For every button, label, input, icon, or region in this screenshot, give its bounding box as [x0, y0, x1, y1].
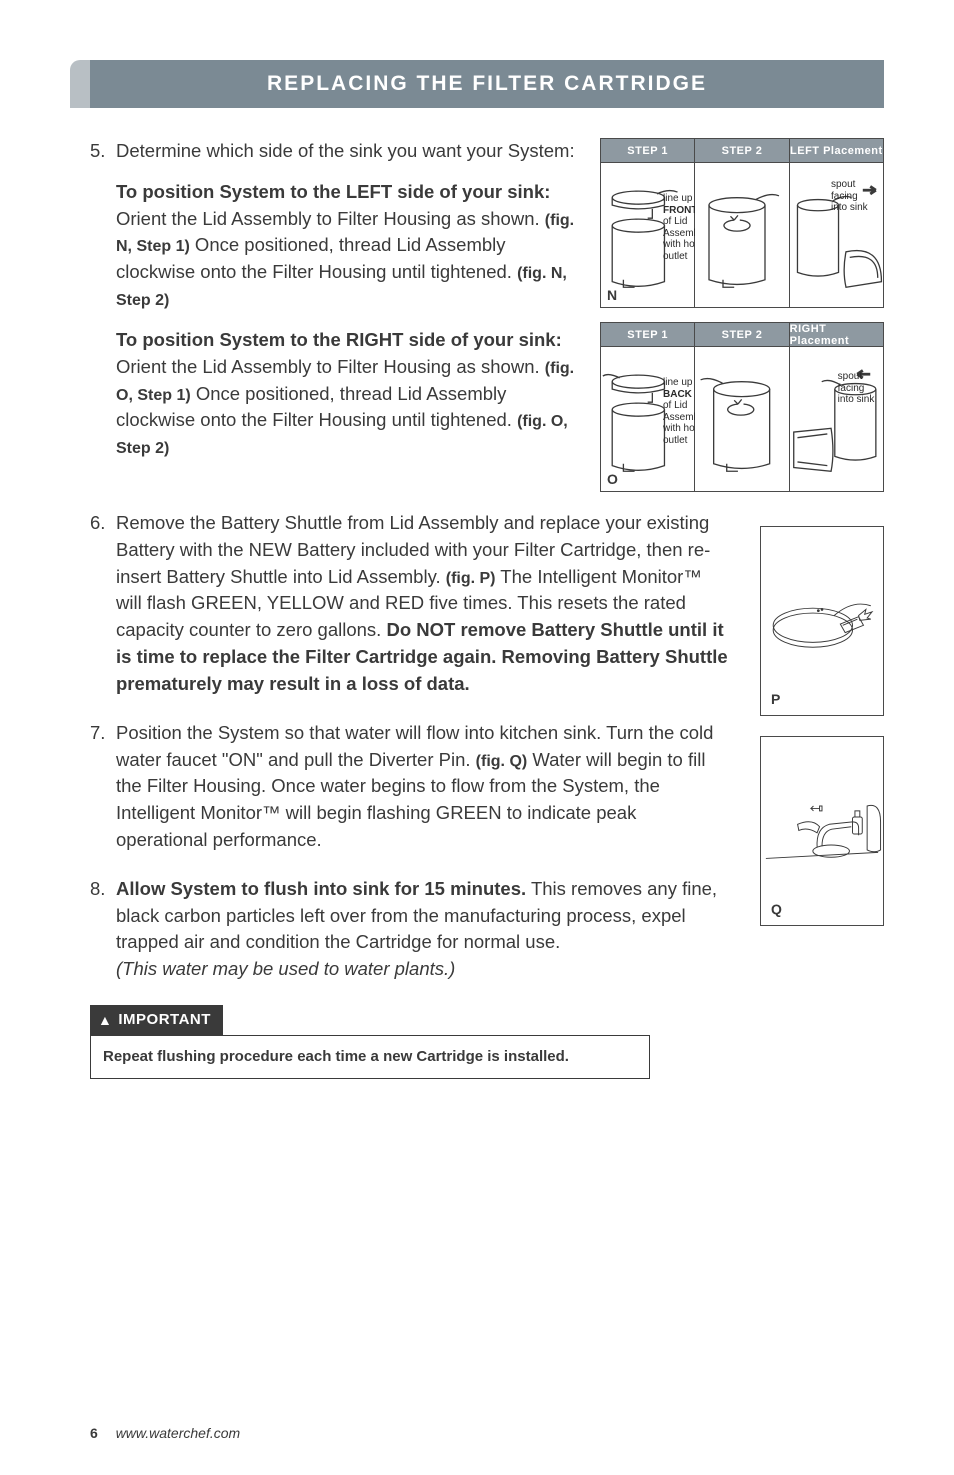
- footer-url: www.waterchef.com: [116, 1425, 240, 1441]
- diagram-o-placement: [790, 347, 883, 491]
- step-7: 7. Position the System so that water wil…: [90, 720, 730, 854]
- warning-icon: ▲: [98, 1010, 112, 1030]
- important-label: ▲ IMPORTANT: [90, 1005, 223, 1035]
- panel-head: STEP 1: [601, 323, 694, 347]
- step-5: 5. Determine which side of the sink you …: [90, 138, 580, 461]
- step-6: 6. Remove the Battery Shuttle from Lid A…: [90, 510, 730, 698]
- panel-head: STEP 2: [695, 139, 788, 163]
- step-5-right-body1: Orient the Lid Assembly to Filter Housin…: [116, 356, 545, 377]
- important-box: ▲ IMPORTANT Repeat flushing procedure ea…: [90, 1005, 650, 1079]
- annotation-placement: spout facing into sink: [838, 371, 884, 406]
- step-8-italic: (This water may be used to water plants.…: [116, 958, 455, 979]
- panel-head: RIGHT Placement: [790, 323, 883, 347]
- figure-letter: P: [771, 691, 780, 707]
- diagram-p: [761, 527, 883, 715]
- step-5-right-lead: To position System to the RIGHT side of …: [116, 329, 562, 350]
- diagram-o-step2: [695, 347, 788, 491]
- figure-letter: N: [607, 287, 617, 303]
- fig-ref: (fig. P): [446, 570, 496, 587]
- annotation-placement: spout facing into sink: [831, 179, 877, 214]
- figure-N: STEP 1: [600, 138, 884, 308]
- figure-Q: Q: [760, 736, 884, 926]
- figure-O: STEP 1 line up: [600, 322, 884, 492]
- figure-P: P: [760, 526, 884, 716]
- header-title: REPLACING THE FILTER CARTRIDGE: [90, 60, 884, 108]
- step-5-left-body1: Orient the Lid Assembly to Filter Housin…: [116, 208, 545, 229]
- step-number: 5.: [90, 138, 105, 165]
- step-5-left-lead: To position System to the LEFT side of y…: [116, 181, 550, 202]
- panel-head: LEFT Placement: [790, 139, 883, 163]
- page-number: 6: [90, 1425, 98, 1441]
- step-8-bold: Allow System to flush into sink for 15 m…: [116, 878, 526, 899]
- diagram-n-step2: [695, 163, 788, 307]
- section-header: REPLACING THE FILTER CARTRIDGE: [90, 60, 884, 108]
- step-5-intro: Determine which side of the sink you wan…: [116, 140, 575, 161]
- panel-head: STEP 1: [601, 139, 694, 163]
- step-number: 8.: [90, 876, 105, 903]
- step-number: 7.: [90, 720, 105, 747]
- page-footer: 6 www.waterchef.com: [90, 1425, 240, 1441]
- figure-letter: O: [607, 471, 618, 487]
- diagram-q: [761, 737, 883, 925]
- panel-head: STEP 2: [695, 323, 788, 347]
- step-number: 6.: [90, 510, 105, 537]
- figure-letter: Q: [771, 901, 782, 917]
- step-8: 8. Allow System to flush into sink for 1…: [90, 876, 730, 983]
- important-text: Repeat flushing procedure each time a ne…: [90, 1035, 650, 1079]
- fig-ref: (fig. Q): [476, 753, 528, 770]
